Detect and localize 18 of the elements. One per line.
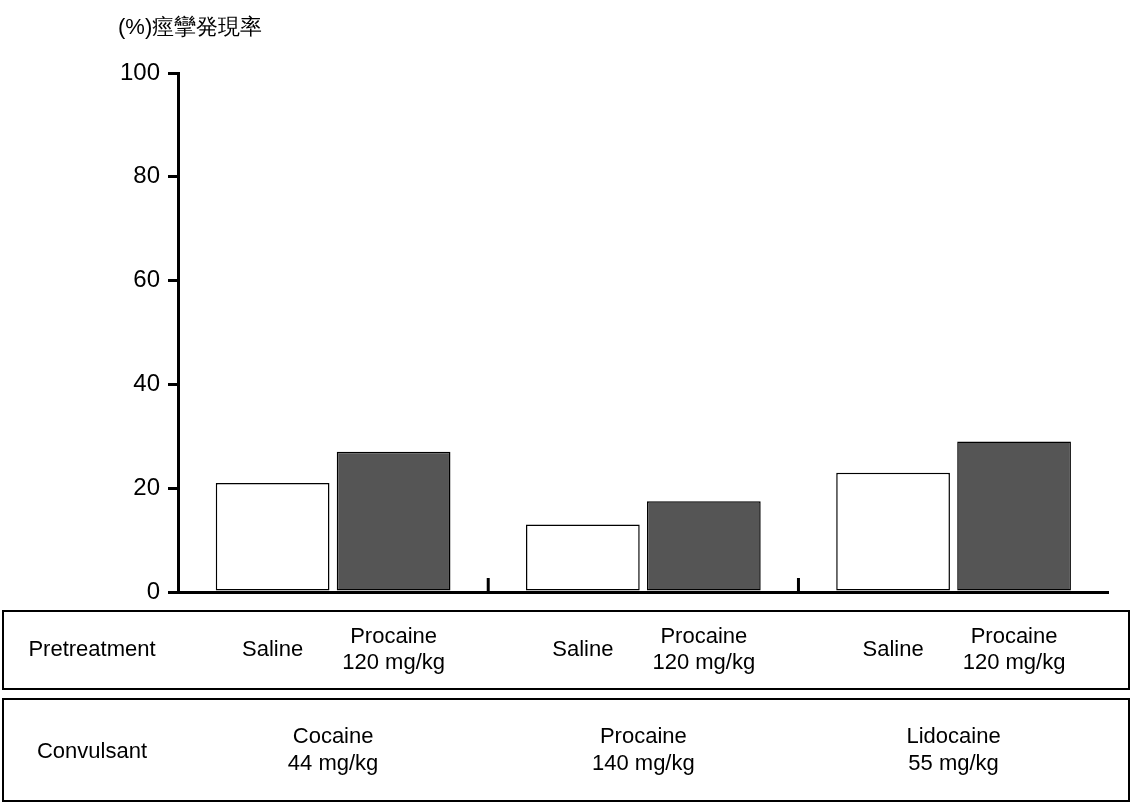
y-tick-label: 60 bbox=[133, 265, 160, 293]
x-tick-label: Lidocaine 55 mg/kg bbox=[906, 723, 1001, 775]
x-tick-label: Procaine 140 mg/kg bbox=[591, 723, 695, 775]
y-tick-label: 100 bbox=[119, 57, 160, 85]
y-tick-label: 80 bbox=[133, 161, 160, 189]
x-tick-label: Cocaine 44 mg/kg bbox=[287, 723, 379, 775]
y-tick-label: 40 bbox=[133, 369, 160, 397]
text: Pretreatment bbox=[28, 636, 156, 662]
text: Procaine 120 mg/kg bbox=[652, 623, 756, 675]
y-axis-title: (%)痙攣発現率 bbox=[118, 14, 263, 40]
text: Procaine 120 mg/kg bbox=[962, 623, 1066, 675]
text: Saline bbox=[552, 636, 614, 662]
y-tick-label: 20 bbox=[133, 472, 160, 500]
y-tick-label: 0 bbox=[146, 576, 160, 604]
text: Saline bbox=[862, 636, 924, 662]
text: Saline bbox=[242, 636, 304, 662]
text: Convulsant bbox=[36, 738, 148, 764]
series-label: Procaine 120 mg/kg bbox=[342, 623, 445, 675]
